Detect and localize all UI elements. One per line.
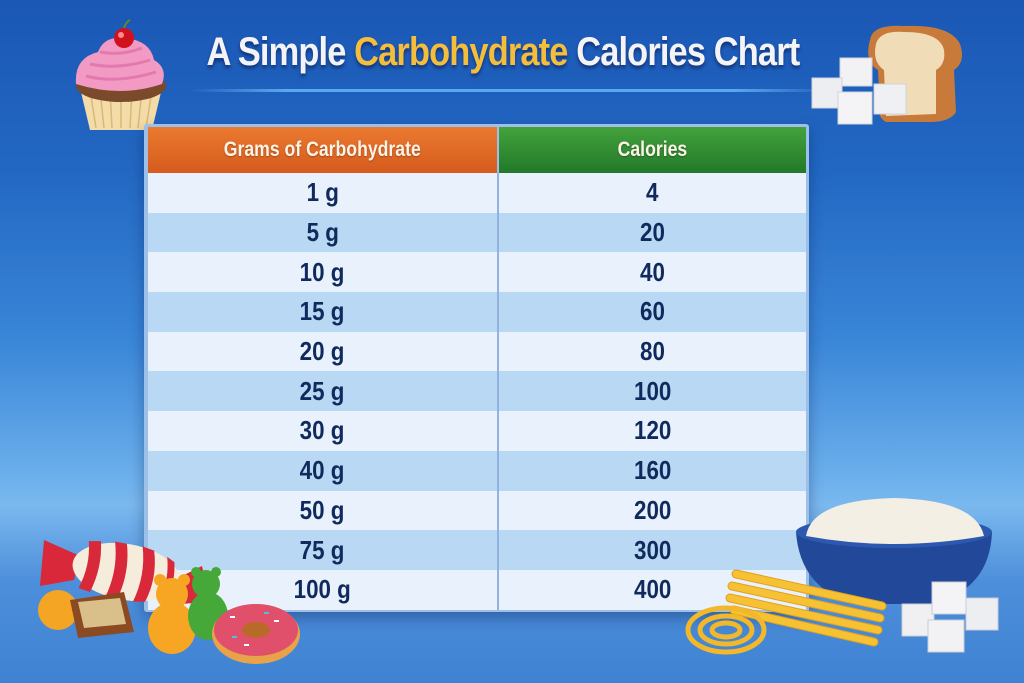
grams-cell: 75 g [300,534,345,565]
sugar-cubes-icon [901,581,999,653]
calories-cell: 200 [633,494,672,525]
calories-cell: 80 [640,336,665,367]
table-body: 1 g 4 5 g 20 10 g 40 15 g 60 20 g 80 25 g 100 … [148,173,806,610]
title-highlight: Carbohydrate [354,30,568,74]
table-row: 50 g 200 [148,490,806,531]
calories-cell: 300 [633,534,672,565]
calories-cell: 4 [646,177,659,208]
calories-cell: 60 [640,296,665,327]
calories-cell: 40 [640,256,665,287]
calories-cell: 120 [633,415,672,446]
table-row: 10 g 40 [148,252,806,293]
table-row: 15 g 60 [148,292,806,332]
page-title: A Simple Carbohydrate Calories Chart [63,30,944,75]
calories-cell: 20 [640,217,665,248]
table-row: 1 g 4 [148,173,806,213]
grams-cell: 20 g [300,336,345,367]
grams-cell: 100 g [293,574,352,605]
table-row: 5 g 20 [148,212,806,253]
bread-icon [811,25,962,125]
header-grams: Grams of Carbohydrate [148,127,497,173]
cupcake-icon [75,19,166,130]
title-underline [190,89,830,92]
sugar-cubes-icon [811,57,907,125]
calories-cell: 400 [633,574,672,605]
table-row: 30 g 120 [148,411,806,451]
table-row: 20 g 80 [148,331,806,372]
header-calories: Calories [497,127,806,173]
grams-cell: 25 g [300,375,345,406]
table-header: Grams of Carbohydrate Calories [148,127,806,173]
grams-cell: 10 g [300,256,345,287]
calories-cell: 160 [633,455,672,486]
table-row: 75 g 300 [148,530,806,570]
grams-cell: 50 g [300,494,345,525]
title-suffix: Calories Chart [567,30,800,74]
table-row: 100 g 400 [148,569,806,610]
donut-icon [212,604,300,664]
grams-cell: 1 g [306,177,339,208]
pasta-icon [685,569,887,655]
grams-cell: 40 g [300,455,345,486]
table-row: 40 g 160 [148,450,806,491]
calories-cell: 100 [633,375,672,406]
candy-icon [38,540,300,664]
grams-cell: 5 g [306,217,339,248]
carb-calorie-table: Grams of Carbohydrate Calories 1 g 4 5 g 2… [148,127,806,610]
table-row: 25 g 100 [148,371,806,412]
rice-bowl-icon [685,498,999,655]
grams-cell: 15 g [300,296,345,327]
grams-cell: 30 g [300,415,345,446]
title-prefix: A Simple [206,30,355,74]
